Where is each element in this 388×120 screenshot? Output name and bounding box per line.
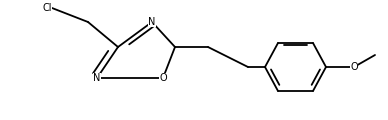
Text: O: O (159, 73, 167, 83)
Text: Cl: Cl (43, 3, 52, 13)
Text: N: N (93, 73, 101, 83)
Text: N: N (148, 17, 156, 27)
Text: O: O (350, 62, 358, 72)
